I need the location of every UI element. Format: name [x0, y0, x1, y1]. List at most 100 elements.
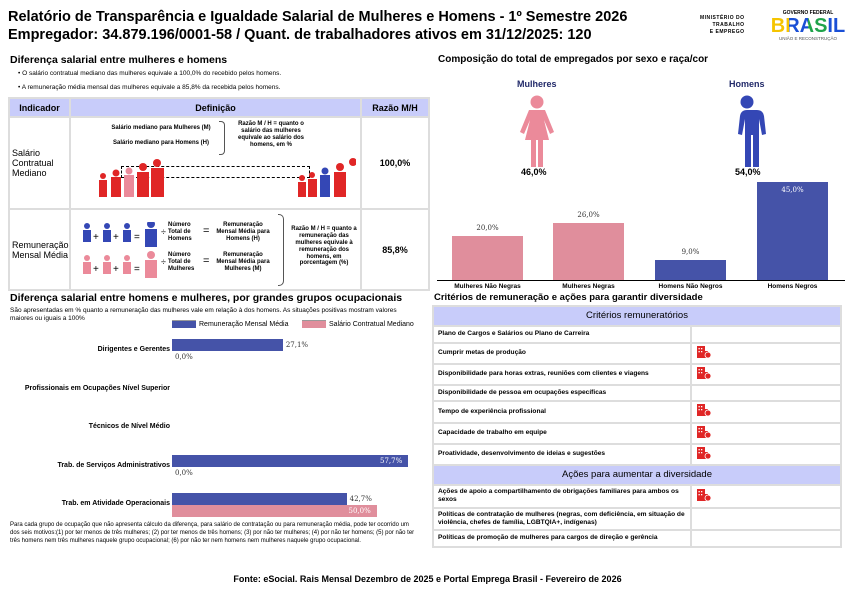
legend-label-rem: Remuneração Mensal Média — [199, 321, 289, 328]
criteria-label: Proatividade, desenvolvimento de ideias … — [432, 442, 692, 467]
company-check-icon — [697, 366, 712, 380]
gov-top-text: GOVERNO FEDERAL — [782, 10, 834, 16]
criteria-label: Políticas de contratação de mulheres (ne… — [432, 506, 692, 532]
criteria-row: Plano de Cargos e Salários ou Plano de C… — [432, 325, 842, 344]
data-label: 0,0% — [175, 469, 193, 477]
category-label: Profissionais em Ocupações Nível Superio… — [24, 385, 170, 392]
data-label: 42,7% — [349, 495, 372, 503]
women-result: Remuneração Mensal Média para Mulheres (… — [216, 252, 270, 272]
def-note: Razão M / H = quanto o salário das mulhe… — [237, 121, 305, 148]
footer-source: Fonte: eSocial. Rais Mensal Dezembro de … — [233, 574, 622, 584]
bar — [757, 181, 828, 280]
ministry-line: E EMPREGO — [709, 29, 745, 35]
criteria-row: Políticas de promoção de mulheres para c… — [432, 529, 842, 548]
svg-text:=: = — [134, 264, 140, 275]
ratio-median: 100,0% — [360, 116, 430, 210]
legend-swatch-rem — [172, 320, 196, 328]
brace — [219, 121, 225, 155]
indicator-table: Indicador Definição Razão M/H Salário Cont… — [8, 97, 430, 291]
criteria-section-header: Ações para aumentar a diversidade — [432, 464, 842, 487]
equals-icon: = — [203, 255, 210, 267]
data-label: 26,0% — [577, 211, 600, 220]
criteria-label: Disponibilidade de pessoa em ocupações e… — [432, 383, 692, 403]
data-label: 9,0% — [681, 248, 700, 257]
header-indicator: Indicador — [8, 97, 71, 118]
criteria-status — [690, 341, 842, 365]
definition-median: Salário mediano para Mulheres (M) Salári… — [69, 116, 362, 210]
data-label: 20,0% — [476, 224, 499, 233]
occupational-title: Diferença salarial entre homens e mulher… — [10, 292, 403, 304]
divide-icon: ÷ — [161, 227, 166, 237]
legend-swatch-sal — [302, 320, 326, 328]
bullet-2: • A remuneração média mensal das mulhere… — [18, 84, 281, 91]
def-note: Razão M / H = quanto a remuneração das m… — [291, 226, 357, 267]
criteria-row: Capacidade de trabalho em equipe — [432, 421, 842, 445]
data-label: 0,0% — [175, 353, 193, 361]
ministry-line: TRABALHO — [712, 22, 745, 28]
criteria-label: Capacidade de trabalho em equipe — [432, 421, 692, 445]
data-label: 45,0% — [781, 185, 804, 194]
man-icon — [737, 95, 766, 167]
occupational-footnote: Para cada grupo de ocupação que não apre… — [10, 522, 415, 544]
criteria-label: Tempo de experiência profissional — [432, 400, 692, 424]
x-axis — [437, 280, 845, 281]
def-line: Salário mediano para Mulheres (M) — [111, 125, 211, 131]
criteria-status — [690, 325, 842, 344]
company-check-icon — [697, 404, 712, 417]
company-check-icon — [697, 425, 712, 439]
women-pct: 46,0% — [521, 167, 547, 177]
bar — [452, 236, 523, 280]
women-label: Mulheres — [517, 79, 557, 89]
gov-main-text: BRASIL — [770, 15, 846, 37]
category-label: Mulheres Negras — [562, 283, 615, 290]
category-label: Mulheres Não Negras — [454, 283, 521, 290]
svg-text:+: + — [113, 264, 119, 275]
category-label: Dirigentes e Gerentes — [97, 346, 170, 353]
report-title: Relatório de Transparência e Igualdade S… — [8, 9, 628, 25]
bar — [172, 339, 283, 351]
ministry-line: MINISTÉRIO DO — [700, 15, 745, 21]
def-line: Salário mediano para Homens (H) — [112, 140, 210, 146]
category-label: Homens Não Negros — [658, 283, 723, 290]
criteria-section-header: Critérios remuneratórios — [432, 305, 842, 327]
ratio-average: 85,8% — [360, 208, 430, 291]
criteria-row: Disponibilidade de pessoa em ocupações e… — [432, 383, 842, 403]
svg-text:+: + — [93, 232, 99, 243]
bullet-text: O salário contratual mediano das mulhere… — [22, 70, 282, 77]
category-label: Homens Negros — [767, 283, 818, 290]
occupational-subtitle: São apresentadas em % quanto a remuneraç… — [10, 307, 397, 323]
woman-icon — [520, 95, 554, 167]
category-label: Técnicos de Nível Médio — [88, 423, 170, 430]
criteria-row: Cumprir metas de produção — [432, 341, 842, 365]
criteria-label: Plano de Cargos e Salários ou Plano de C… — [432, 325, 692, 344]
gov-bottom-text: UNIÃO E RECONSTRUÇÃO — [778, 36, 837, 41]
header-definition: Definição — [69, 97, 362, 118]
criteria-status — [690, 362, 842, 386]
svg-text:+: + — [93, 264, 99, 275]
company-check-icon — [697, 345, 712, 358]
employer-subtitle: Empregador: 34.879.196/0001-58 / Quant. … — [8, 27, 592, 43]
category-label: Trab. em Atividade Operacionais — [61, 500, 170, 507]
company-check-icon — [697, 446, 712, 460]
header-ratio: Razão M/H — [360, 97, 430, 118]
median-box — [121, 166, 310, 178]
salary-gap-title: Diferença salarial entre mulheres e home… — [10, 54, 228, 66]
criteria-row: Disponibilidade para horas extras, reuni… — [432, 362, 842, 386]
women-count: Número Total de Mulheres — [168, 252, 195, 272]
bar — [172, 505, 377, 517]
indicator-average: Remuneração Mensal Média — [8, 208, 71, 291]
people-sum-icon: + + = + + = — [83, 222, 157, 278]
bullet-text: A remuneração média mensal das mulheres … — [21, 84, 281, 91]
criteria-label: Políticas de promoção de mulheres para c… — [432, 529, 692, 548]
brace — [278, 214, 284, 286]
criteria-status — [690, 400, 842, 424]
criteria-status — [690, 442, 842, 467]
svg-text:=: = — [134, 232, 140, 243]
legend-label-sal: Salário Contratual Mediano — [329, 321, 414, 328]
ministry-logo: MINISTÉRIO DO TRABALHO E EMPREGO — [700, 15, 745, 36]
criteria-label: Disponibilidade para horas extras, reuni… — [432, 362, 692, 386]
people-icon — [99, 158, 356, 197]
criteria-status — [690, 506, 842, 532]
bar — [172, 455, 408, 467]
composition-title: Composição do total de empregados por se… — [438, 54, 709, 65]
